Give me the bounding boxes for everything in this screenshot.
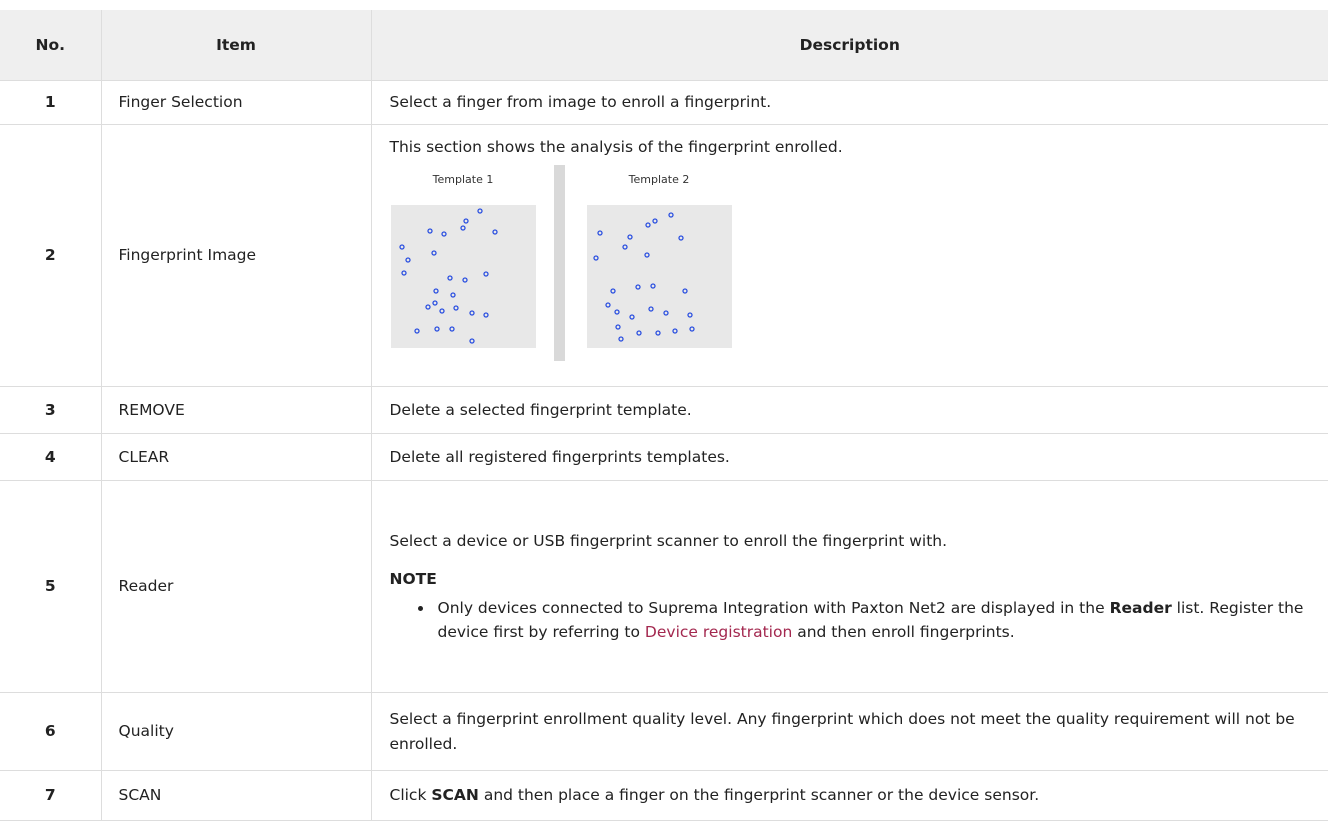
item: Reader (100, 480, 371, 693)
row: 7 SCAN Click SCAN and then place a finge… (0, 770, 1328, 821)
number: 2 (0, 124, 101, 387)
description: Click SCAN and then place a finger on th… (370, 770, 1328, 821)
text: Select a finger from image to enroll a f… (389, 93, 772, 112)
row: 4 CLEAR Delete all registered fingerprin… (0, 433, 1328, 481)
header-cell: Item (100, 10, 371, 81)
description: Delete a selected fingerprint template. (370, 386, 1328, 434)
text: and then enroll fingerprints. (792, 622, 1015, 641)
row: 5 Reader Select a device or USB fingerpr… (0, 480, 1328, 693)
template-box (586, 205, 732, 349)
item: SCAN (100, 770, 371, 821)
header-cell: No. (0, 10, 101, 81)
row: 1 Finger Selection Select a finger from … (0, 80, 1328, 125)
row: 2 Fingerprint Image This section shows t… (0, 124, 1328, 387)
text: Select a fingerprint enrollment quality … (389, 710, 1295, 753)
text: list. Register the device first by refer… (437, 598, 1304, 641)
fingerprint-image: Template 1 Template 2 (390, 165, 732, 362)
text: Delete all registered fingerprints templ… (389, 447, 730, 466)
template-label: Template 1 (431, 173, 493, 186)
template-box (390, 205, 536, 349)
description: Delete all registered fingerprints templ… (370, 433, 1328, 481)
item: CLEAR (100, 433, 371, 481)
text: Only devices connected to Suprema Integr… (437, 598, 1110, 617)
header-row: No. Item Description (0, 10, 1328, 81)
bold-text: Reader (1109, 598, 1172, 617)
note-label: NOTE (389, 570, 437, 589)
number: 6 (0, 692, 101, 771)
number: 5 (0, 480, 101, 693)
description: This section shows the analysis of the f… (370, 124, 1328, 387)
text: and then place a finger on the fingerpri… (478, 786, 1040, 805)
row: 3 REMOVE Delete a selected fingerprint t… (0, 386, 1328, 434)
description: Select a fingerprint enrollment quality … (370, 692, 1328, 771)
page: No. Item Description 1 Finger Selection … (0, 10, 1328, 828)
item: Fingerprint Image (100, 124, 371, 387)
text: This section shows the analysis of the f… (389, 138, 843, 156)
item: Finger Selection (100, 80, 371, 125)
number: 7 (0, 770, 101, 821)
header-cell: Description (370, 10, 1328, 81)
link[interactable]: Device registration (644, 622, 793, 641)
bold-text: SCAN (431, 786, 479, 805)
description: Select a finger from image to enroll a f… (370, 80, 1328, 125)
text: Delete a selected fingerprint template. (389, 400, 692, 419)
divider (553, 165, 565, 362)
item: REMOVE (100, 386, 371, 434)
item-table: No. Item Description 1 Finger Selection … (0, 10, 1328, 821)
minutiae (398, 208, 695, 344)
text: Select a device or USB fingerprint scann… (389, 532, 948, 551)
number: 4 (0, 433, 101, 481)
number: 3 (0, 386, 101, 434)
note-item: Only devices connected to Suprema Integr… (434, 596, 1323, 644)
row: 6 Quality Select a fingerprint enrollmen… (0, 692, 1328, 771)
template-label: Template 2 (627, 173, 689, 186)
number: 1 (0, 80, 101, 125)
text: Click (389, 786, 432, 805)
description: Select a device or USB fingerprint scann… (370, 480, 1328, 693)
item: Quality (100, 692, 371, 771)
note-list: Only devices connected to Suprema Integr… (390, 596, 1323, 644)
